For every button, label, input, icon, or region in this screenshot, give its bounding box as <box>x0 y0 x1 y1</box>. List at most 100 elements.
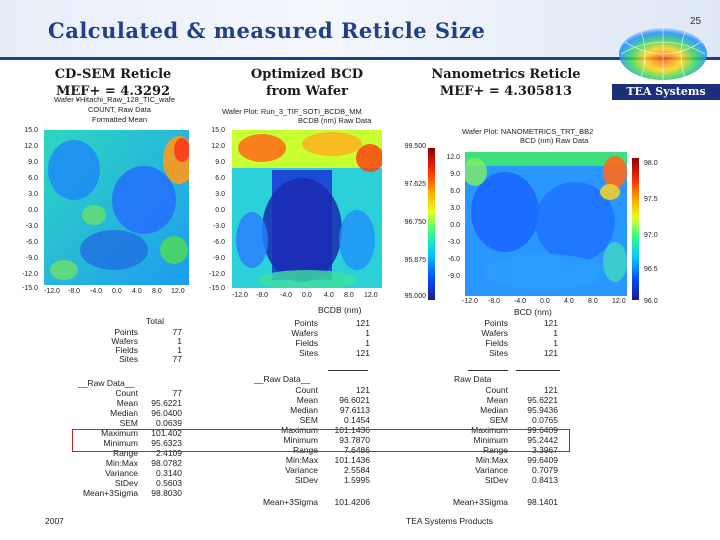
bcd-x-tick: -4.0 <box>280 292 293 299</box>
title-banner <box>0 0 720 60</box>
cdsem-raw-header: __Raw Data__ <box>78 378 135 388</box>
nano-x-axis: -12.0 -8.0 -4.0 0.0 4.0 8.0 12.0 <box>462 298 630 310</box>
cdsem-stat-label: Minimum <box>103 438 138 448</box>
nano-raw-header: Raw Data <box>454 374 492 384</box>
nano-stats-table: Raw Data Count 121 Mean 95.6221 Median 9… <box>440 374 570 514</box>
bcd-colorbar-tick: 97.625 <box>404 181 426 188</box>
footer-year: 2007 <box>45 516 64 526</box>
cdsem-count-value: 1 <box>177 345 182 355</box>
cdsem-wafer-map <box>44 130 189 285</box>
nano-y-tick: -6.0 <box>447 256 460 263</box>
bcd-stat-label: Maximum <box>281 425 318 435</box>
cdsem-stat-label: Count <box>115 388 138 398</box>
bcd-y-tick: 12.0 <box>211 143 225 150</box>
cdsem-stat-label: StDev <box>114 478 138 488</box>
bcd-stat-label: Mean <box>296 395 318 405</box>
bcd-raw-header: __Raw Data__ <box>254 374 311 384</box>
bcd-colorbar-ticks: 99.500 97.625 96.750 95.875 95.000 <box>392 143 426 303</box>
cdsem-x-tick: 8.0 <box>152 288 162 295</box>
cdsem-y-tick: -9.0 <box>25 255 38 262</box>
bcd-colorbar-tick: 95.875 <box>404 257 426 264</box>
cdsem-stat-label: Variance <box>105 468 138 478</box>
nano-title-line2: MEF+ = 4.305813 <box>439 84 573 99</box>
bcd-stat-label: Range <box>292 445 318 455</box>
slide-title: Calculated & measured Reticle Size <box>48 18 486 43</box>
nano-count-label: Sites <box>489 348 508 358</box>
bcd-count-label: Wafers <box>291 328 318 338</box>
nano-y-axis: 12.0 9.0 6.0 3.0 0.0 -3.0 -6.0 -9.0 <box>436 152 462 302</box>
nano-count-value: 1 <box>553 328 558 338</box>
cdsem-stat-value: 96.0400 <box>151 408 182 418</box>
cdsem-stat-label: Median <box>110 408 138 418</box>
nano-stat-label: Mean+3Sigma <box>452 497 508 507</box>
banner-rule <box>0 57 720 60</box>
bcd-x-tick: -12.0 <box>232 292 248 299</box>
nano-counts-divider-2 <box>516 370 560 371</box>
bcd-stat-label: StDev <box>294 475 318 485</box>
cdsem-stat-label: Min:Max <box>105 458 138 468</box>
cdsem-y-tick: 12.0 <box>24 143 38 150</box>
bcd-colorbar-tick: 96.750 <box>404 219 426 226</box>
cdsem-counts-header: Total <box>146 316 164 326</box>
cdsem-stat-value: 0.3140 <box>156 468 182 478</box>
nano-stat-value: 0.7079 <box>532 465 558 475</box>
cdsem-stat-value: 101.402 <box>151 428 182 438</box>
bcd-stat-label: Median <box>290 405 318 415</box>
nano-stat-label: Mean <box>486 395 508 405</box>
bcd-plot-caption-2: BCDB (nm) Raw Data <box>298 116 372 125</box>
cdsem-stat-value: 77 <box>172 388 182 398</box>
nano-counts-divider-1 <box>468 370 508 371</box>
nano-x-tick: -12.0 <box>462 298 478 305</box>
nano-count-label: Wafers <box>481 328 508 338</box>
bcd-y-tick: -12.0 <box>209 271 225 278</box>
bcd-x-tick: 0.0 <box>302 292 312 299</box>
bcd-stat-value: 97.6113 <box>339 405 370 415</box>
nano-y-tick: -3.0 <box>447 239 460 246</box>
brand-label: TEA Systems <box>612 84 720 100</box>
nano-count-value: 1 <box>553 338 558 348</box>
bcd-y-tick: -9.0 <box>212 255 225 262</box>
nano-stat-value: 95.6221 <box>527 395 558 405</box>
bcd-x-tick: 4.0 <box>324 292 334 299</box>
nano-title-line1: Nanometrics Reticle <box>431 67 581 82</box>
bcd-stat-label: Min:Max <box>285 455 318 465</box>
bcd-y-tick: 6.0 <box>215 175 225 182</box>
cdsem-count-label: Fields <box>115 345 138 355</box>
bcd-count-value: 121 <box>355 318 370 328</box>
bcd-counts-divider <box>328 370 368 371</box>
nano-stat-value: 95.9436 <box>527 405 558 415</box>
bcd-y-tick: -3.0 <box>212 223 225 230</box>
nano-stat-label: SEM <box>489 415 508 425</box>
nano-colorbar-tick: 97.0 <box>644 232 658 239</box>
nano-x-tick: -4.0 <box>514 298 527 305</box>
cdsem-x-axis: -12.0 -8.0 -4.0 0.0 4.0 8.0 12.0 <box>44 288 189 300</box>
bcd-x-label: BCDB (nm) <box>318 305 362 315</box>
bcd-stat-value: 101.4206 <box>334 497 370 507</box>
nano-stat-value: 99.6409 <box>527 425 558 435</box>
bcd-stat-label: Variance <box>285 465 318 475</box>
bcd-count-value: 1 <box>365 338 370 348</box>
cdsem-count-value: 77 <box>172 327 182 337</box>
bcd-y-tick: 15.0 <box>211 127 225 134</box>
nano-x-tick: 8.0 <box>588 298 598 305</box>
cdsem-y-tick: 0.0 <box>28 207 38 214</box>
bcd-stat-value: 101.1436 <box>334 425 370 435</box>
cdsem-count-value: 77 <box>172 354 182 364</box>
bcd-stats-table: __Raw Data__ Count 121 Mean 96.6021 Medi… <box>250 374 380 514</box>
nano-stat-label: Range <box>482 445 508 455</box>
cdsem-plot-caption-3: Formatted Mean <box>92 115 148 124</box>
nano-stat-label: Count <box>485 385 508 395</box>
cdsem-y-axis: 15.0 12.0 9.0 6.0 3.0 0.0 -3.0 -6.0 -9.0… <box>2 125 40 295</box>
nano-stat-value: 99.6409 <box>527 455 558 465</box>
bcd-title-line1: Optimized BCD <box>250 67 364 82</box>
bcd-stat-value: 93.7870 <box>339 435 370 445</box>
cdsem-title-line1: CD-SEM Reticle <box>54 67 172 82</box>
cdsem-counts-table: Total Points 77 Wafers 1 Fields 1 Sites … <box>60 316 190 372</box>
cdsem-x-tick: 0.0 <box>112 288 122 295</box>
nano-stat-value: 95.2442 <box>527 435 558 445</box>
nano-count-label: Points <box>484 318 508 328</box>
cdsem-y-tick: -12.0 <box>22 271 38 278</box>
nano-count-value: 121 <box>543 348 558 358</box>
bcd-counts-table: Points 121 Wafers 1 Fields 1 Sites 121 <box>250 318 380 366</box>
cdsem-y-tick: 6.0 <box>28 175 38 182</box>
